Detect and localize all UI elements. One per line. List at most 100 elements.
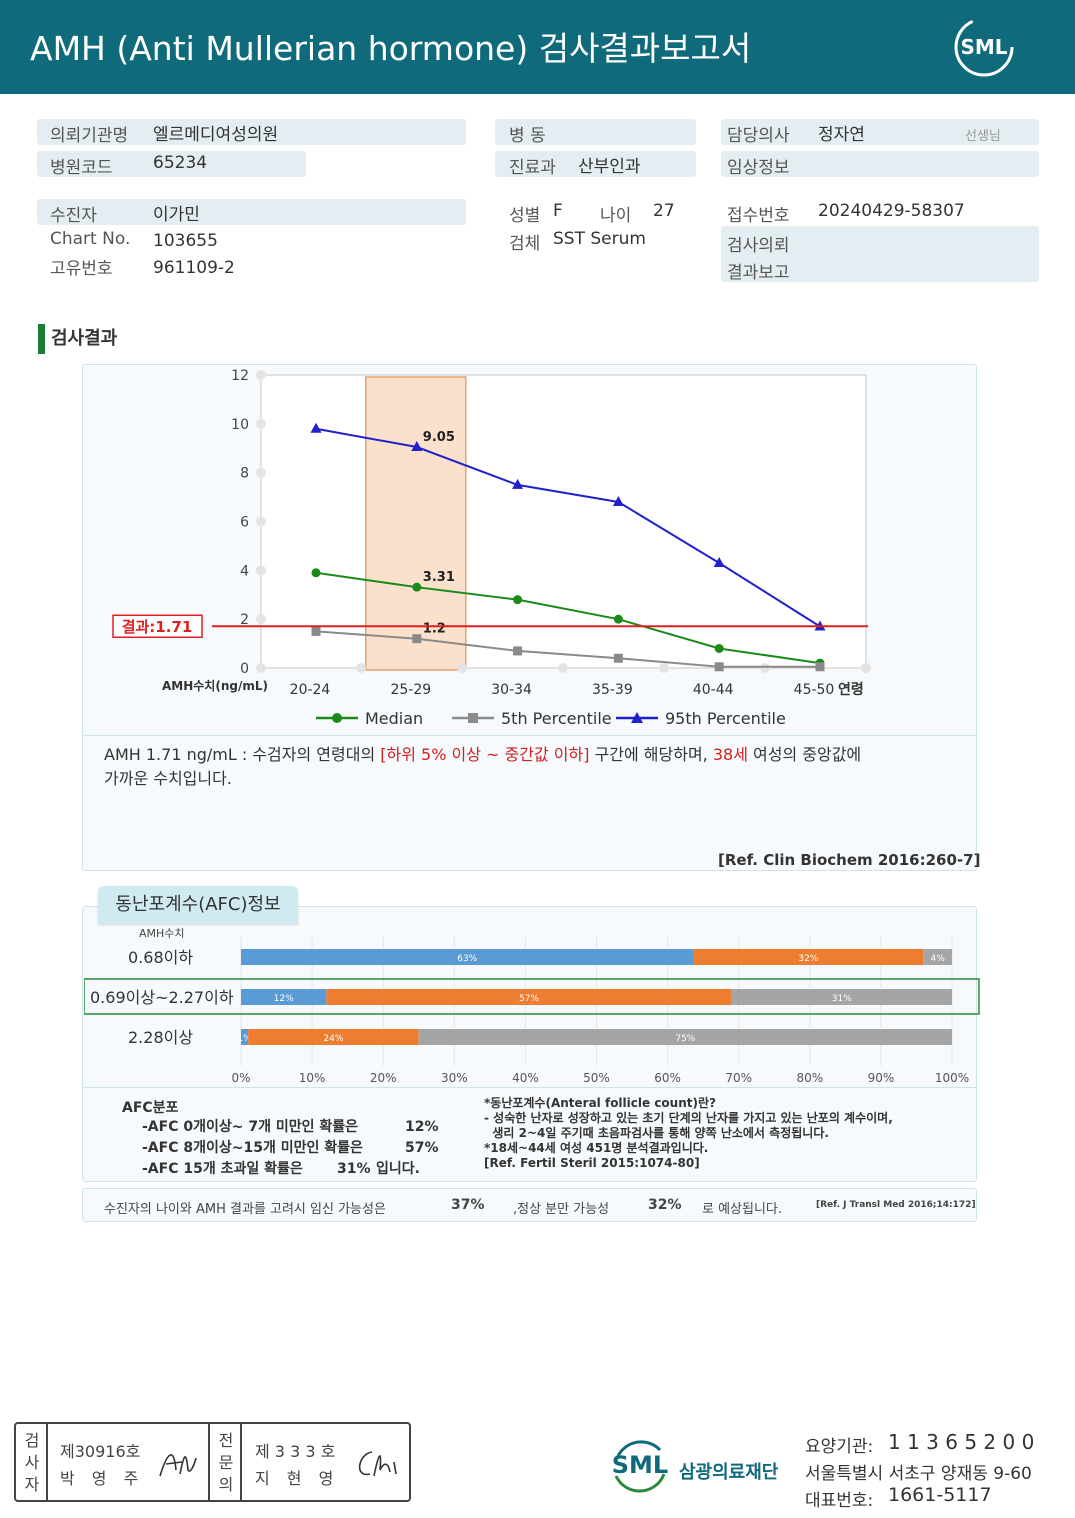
y-tick-marker <box>256 565 266 576</box>
y-tick-label: 6 <box>240 515 249 531</box>
section-title: 검사결과 <box>38 324 117 354</box>
unique-no-value: 961109-2 <box>153 258 235 278</box>
x-tick-label: 20-24 <box>290 682 331 698</box>
y-tick-marker <box>256 418 266 429</box>
stamp-divider-2 <box>208 1424 210 1500</box>
sex-label: 성별 <box>509 206 541 226</box>
data-label: 3.31 <box>423 570 455 585</box>
data-label: 9.05 <box>423 430 455 445</box>
legend-label: 95th Percentile <box>665 709 786 728</box>
sml-logo-text: SML <box>960 35 1007 59</box>
x-tick-marker <box>457 663 467 673</box>
afc-x-tick: 0% <box>231 1071 250 1085</box>
afc-x-tick: 30% <box>441 1071 468 1085</box>
x-tick-label: 40-44 <box>693 682 734 698</box>
stamp-divider-1 <box>46 1424 48 1500</box>
x-tick-label: 30-34 <box>491 682 532 698</box>
x-tick-marker <box>861 663 871 673</box>
p5-point <box>513 646 523 656</box>
specialist-name: 지 현 영 <box>255 1469 340 1488</box>
patient-value: 이가민 <box>153 205 200 225</box>
afc-segment-label: 57% <box>519 994 539 1004</box>
amh-chart: 0 2 4 6 8 10 12 20-24 25-29 30-34 35-39 40-44 45-50 연… <box>100 366 980 736</box>
hospital-code-bar <box>37 151 306 177</box>
amh-chart-svg: 0 2 4 6 8 10 12 20-24 25-29 30-34 35-39 40-44 45-50 연… <box>112 368 871 728</box>
chart-no-value: 103655 <box>153 231 218 251</box>
care-code-label: 요양기관: <box>805 1437 874 1457</box>
p5-point <box>815 662 825 672</box>
pregnancy-panel <box>82 1188 977 1222</box>
ward-label: 병 동 <box>509 126 546 146</box>
interp-age: 38세 <box>712 745 748 764</box>
afc-note-1: *동난포계수(Anteral follicle count)란? <box>484 1096 716 1110</box>
afc-segment-label: 31% <box>832 994 852 1004</box>
y-tick-marker <box>256 663 266 673</box>
receipt-value: 20240429-58307 <box>818 201 965 221</box>
doctor-bar <box>721 119 1039 145</box>
org-logo: SML <box>606 1432 670 1496</box>
afc-segment-label: 24% <box>323 1034 343 1044</box>
y-tick-label: 12 <box>231 368 249 384</box>
interpretation-ref: [Ref. Clin Biochem 2016:260-7] <box>718 851 981 869</box>
series-line-0 <box>315 571 821 665</box>
p95-point <box>612 495 624 506</box>
afc-definition: *동난포계수(Anteral follicle count)란? - 성숙한 난… <box>484 1096 974 1171</box>
afc-bar-segment <box>731 989 952 1005</box>
legend-label: 5th Percentile <box>501 709 612 728</box>
series-line-2 <box>315 427 821 628</box>
institution-bar <box>37 119 466 145</box>
examiner-no: 제30916호 <box>60 1442 141 1461</box>
afc-bar-segment <box>923 949 952 965</box>
x-tick-marker <box>760 663 770 673</box>
highlight-band <box>365 376 467 671</box>
patient-bar <box>37 199 466 225</box>
median-point <box>513 595 523 605</box>
pregnancy-value-1: 37% <box>451 1197 485 1213</box>
dept-label: 진료과 <box>509 158 556 178</box>
afc-note-4: *18세~44세 여성 451명 분석결과입니다. <box>484 1141 709 1155</box>
afc-bar-segment <box>241 989 327 1005</box>
org-address: 서울특별시 서초구 양재동 9-60 <box>805 1464 1032 1484</box>
p95-point <box>411 441 423 452</box>
sex-value: F <box>553 201 563 221</box>
dept-value: 산부인과 <box>578 157 641 177</box>
afc-highlight-row <box>83 978 980 1015</box>
care-code: 1 1 3 6 5 2 0 0 <box>888 1430 1035 1454</box>
afc-segment-label: 75% <box>675 1034 695 1044</box>
stamp-divider-3 <box>240 1424 242 1500</box>
institution-value: 엘르메디여성의원 <box>153 125 279 145</box>
legend-marker <box>631 712 643 723</box>
panel-divider <box>82 735 977 736</box>
specimen-value: SST Serum <box>553 229 646 249</box>
y-tick-marker <box>256 614 266 625</box>
x-tick-label: 35-39 <box>592 682 633 698</box>
afc-x-tick: 70% <box>725 1071 752 1085</box>
specialist-no: 제 3 3 3 호 <box>255 1442 336 1461</box>
afc-segment-label: 12% <box>274 994 294 1004</box>
afc-x-tick: 90% <box>868 1071 895 1085</box>
y-tick-label: 8 <box>240 466 249 482</box>
y-tick-marker <box>256 516 266 527</box>
hospital-code-value: 65234 <box>153 153 208 173</box>
legend-marker <box>332 713 342 723</box>
doctor-label: 담당의사 <box>727 126 790 146</box>
afc-x-tick: 50% <box>583 1071 610 1085</box>
afc-chart: 0% 10% 20% 30% 40% 50% 60% 70% 80% 90% 100% AMH수치 0.… <box>83 924 984 1089</box>
dept-bar <box>495 151 696 177</box>
afc-segment-label: 4% <box>930 954 945 964</box>
x-tick-label: 25-29 <box>390 682 431 698</box>
institution-label: 의뢰기관명 <box>50 126 129 146</box>
median-point <box>613 614 623 624</box>
afc-note-2: - 성숙한 난자로 성장하고 있는 초기 단계의 난자를 가지고 있는 난포의 … <box>484 1111 893 1125</box>
afc-bar-segment <box>418 1029 952 1045</box>
examiner-label: 검사자 <box>24 1431 40 1494</box>
interp-part5: 여성의 중앙값에 <box>747 745 862 764</box>
legend-label: Median <box>365 709 423 728</box>
clinical-label: 임상정보 <box>727 158 790 178</box>
unique-no-label: 고유번호 <box>50 259 113 279</box>
interp-range: [하위 5% 이상 ~ 중간값 이하] <box>380 745 590 764</box>
interp-part1: AMH 1.71 ng/mL : 수검자의 연령대의 <box>104 745 381 764</box>
afc-row-label: 2.28이상 <box>128 1028 193 1047</box>
median-point <box>412 582 422 592</box>
afc-tab: 동난포계수(AFC)정보 <box>98 886 298 924</box>
